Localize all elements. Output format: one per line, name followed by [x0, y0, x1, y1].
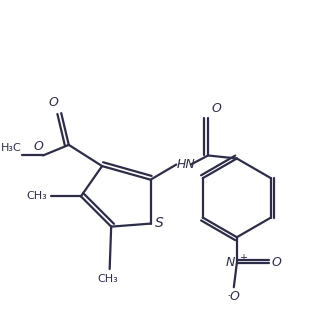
Text: H₃C: H₃C — [1, 143, 21, 153]
Text: O: O — [211, 101, 221, 114]
Text: ·O: ·O — [227, 290, 241, 303]
Text: O: O — [33, 140, 43, 153]
Text: +: + — [239, 253, 247, 262]
Text: N: N — [226, 256, 235, 269]
Text: S: S — [155, 216, 164, 230]
Text: O: O — [272, 256, 282, 269]
Text: CH₃: CH₃ — [27, 191, 48, 201]
Text: CH₃: CH₃ — [98, 275, 118, 284]
Text: O: O — [49, 96, 59, 109]
Text: HN: HN — [176, 158, 195, 171]
